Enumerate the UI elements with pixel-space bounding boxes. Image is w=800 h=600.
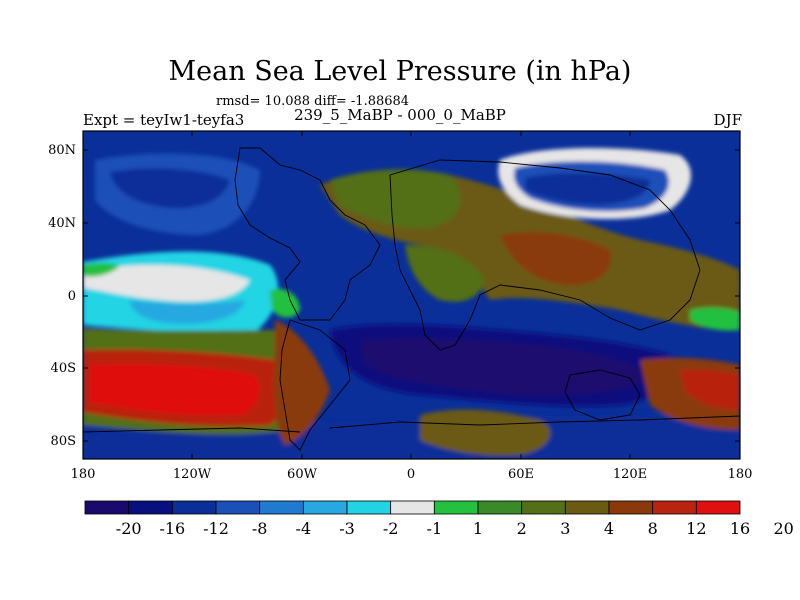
lon-tick-label: 180 [71,467,96,482]
colorbar-box [346,500,392,515]
colorbar-box [259,500,304,515]
lon-tick-label: 180 [728,467,753,482]
latitude-axis: 80N 40N 0 40S 80S [48,143,740,449]
lon-tick-label: 60W [287,467,318,482]
stats-subtitle: rmsd= 10.088 diff= -1.88684 [216,94,410,109]
lon-tick-label: 120W [173,467,212,482]
colorbar-label: 2 [517,519,527,538]
colorbar-label: -16 [159,519,185,538]
plot-title: Mean Sea Level Pressure (in hPa) [168,56,632,87]
colorbar-box [84,500,130,515]
lon-tick-label: 120E [613,467,647,482]
colorbar-label: -20 [116,519,142,538]
colorbar-label: 20 [773,519,793,538]
colorbar-box [215,500,261,515]
colorbar-label: 3 [560,519,570,538]
colorbar-box [302,500,348,515]
colorbar-box [608,500,654,515]
colorbar-box [521,500,566,515]
colorbar-label: -12 [203,519,229,538]
colorbar-label: -2 [383,519,399,538]
experiment-label: Expt = teyIw1-teyfa3 [83,111,245,129]
colorbar-box [695,500,741,515]
colorbar-box [564,500,610,515]
lat-tick-label: 80N [48,143,76,158]
pressure-field [83,131,740,459]
colorbar-label: -8 [252,519,268,538]
colorbar: -20 -16 -12 -8 -4 -3 -2 -1 1 2 3 4 8 12 16 20 [84,500,794,538]
season-label: DJF [713,111,742,129]
colorbar-box [128,500,173,515]
colorbar-box [433,500,479,515]
lat-tick-label: 40S [51,361,76,376]
colorbar-label: 4 [604,519,614,538]
colorbar-label: 12 [686,519,706,538]
lon-tick-label: 60E [508,467,534,482]
period-label: 239_5_MaBP - 000_0_MaBP [294,106,506,124]
colorbar-label: 8 [648,519,658,538]
longitude-axis: 180 120W 60W 0 60E 120E 180 [71,131,753,482]
lon-tick-label: 0 [407,467,415,482]
colorbar-box [171,500,217,515]
colorbar-box [652,500,697,515]
colorbar-label: 1 [473,519,483,538]
lat-tick-label: 0 [68,289,76,304]
colorbar-box [477,500,523,515]
colorbar-label: -4 [296,519,312,538]
lat-tick-label: 40N [48,216,76,231]
colorbar-label: 16 [730,519,750,538]
colorbar-label: -3 [339,519,355,538]
colorbar-label: -1 [427,519,443,538]
colorbar-box [390,500,435,515]
lat-tick-label: 80S [51,434,76,449]
